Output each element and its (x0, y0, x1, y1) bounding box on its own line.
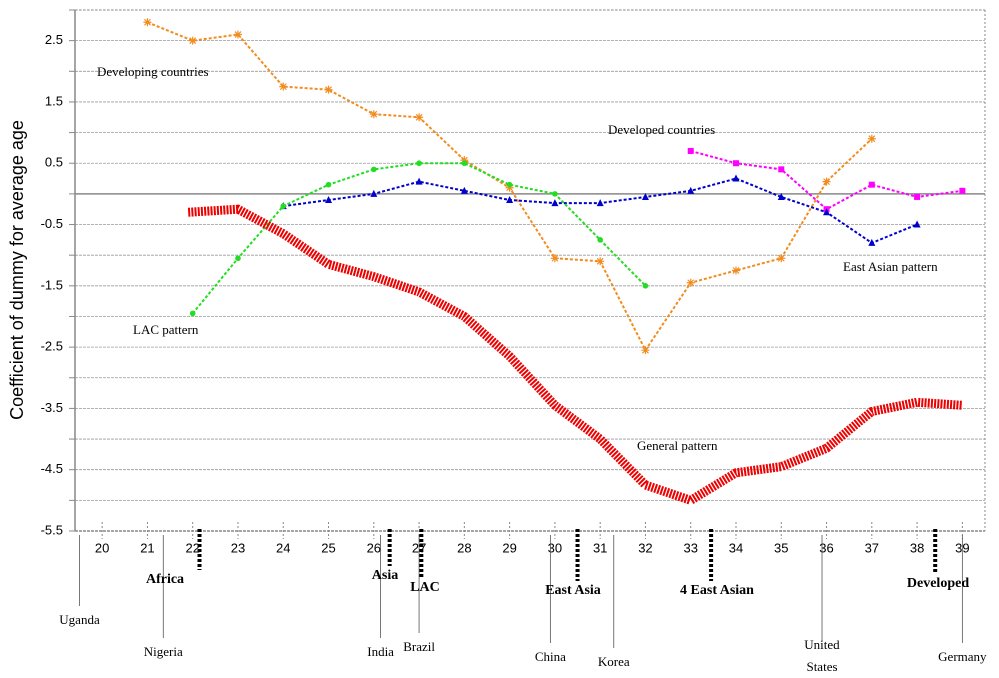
y-tick-label: 1.5 (45, 93, 63, 108)
country-label: Brazil (403, 639, 435, 654)
point (460, 156, 469, 165)
x-tick-label: 25 (321, 540, 335, 555)
point (641, 346, 650, 355)
point (687, 186, 695, 194)
point (461, 160, 468, 167)
x-tick-label: 30 (548, 540, 562, 555)
group-label: Africa (145, 572, 185, 587)
group-label: 4 East Asian (680, 583, 754, 598)
point (235, 255, 241, 262)
series-label: Developed countries (608, 122, 716, 137)
y-tick-label: -3.5 (41, 400, 63, 415)
point (732, 160, 739, 167)
point (642, 283, 649, 289)
point (143, 18, 152, 27)
point (369, 110, 378, 119)
x-tick-label: 23 (231, 540, 245, 555)
x-tick-label: 20 (95, 540, 109, 555)
point (867, 134, 876, 143)
x-tick-label: 22 (185, 540, 199, 555)
series-label: General pattern (637, 438, 718, 453)
point (416, 160, 422, 167)
x-tick-label: 31 (593, 540, 607, 555)
point (777, 192, 785, 200)
country-label: China (534, 649, 566, 664)
point (868, 238, 876, 246)
point (822, 177, 831, 186)
point (914, 193, 921, 200)
point (371, 166, 377, 173)
x-tick-label: 33 (683, 540, 697, 555)
point (506, 196, 514, 204)
point (325, 181, 332, 188)
country-label: United States (804, 637, 840, 674)
point (279, 82, 288, 91)
point (188, 36, 197, 45)
country-label: Germany (938, 649, 987, 664)
country-label: Uganda (59, 612, 100, 627)
series-label: East Asian pattern (843, 259, 938, 274)
x-tick-label: 35 (774, 540, 788, 555)
country-label: Korea (597, 654, 630, 669)
point (280, 203, 287, 209)
point (233, 30, 242, 39)
point (189, 310, 196, 317)
point (597, 237, 603, 243)
point (596, 199, 604, 207)
group-label: LAC (410, 580, 440, 595)
x-tick-label: 29 (502, 540, 516, 555)
x-tick-label: 24 (276, 540, 290, 555)
x-tick-label: 34 (729, 540, 743, 555)
point (552, 191, 558, 197)
y-axis-label: Coefficient of dummy for average age (7, 120, 27, 420)
y-tick-label: 0.5 (45, 155, 63, 170)
y-tick-label: -2.5 (41, 339, 63, 354)
point (687, 147, 694, 154)
point (913, 220, 921, 228)
y-tick-label: -1.5 (41, 277, 63, 292)
point (325, 196, 333, 204)
x-tick-label: 36 (819, 540, 833, 555)
country-label: Nigeria (143, 644, 183, 659)
point (551, 199, 559, 207)
x-tick-label: 38 (910, 540, 924, 555)
series-label: LAC pattern (133, 322, 199, 337)
x-tick-label: 26 (367, 540, 381, 555)
point (324, 85, 333, 94)
point (550, 254, 559, 263)
x-tick-label: 21 (140, 540, 154, 555)
point (868, 181, 875, 188)
group-label: East Asia (545, 583, 601, 598)
series-label: Developing countries (97, 64, 209, 79)
line-series (187, 204, 963, 506)
x-tick-label: 28 (457, 540, 471, 555)
point (731, 266, 740, 275)
y-tick-label: -4.5 (41, 461, 63, 476)
point (686, 278, 695, 287)
point (778, 166, 785, 173)
y-tick-label: 2.5 (45, 32, 63, 47)
point (777, 254, 786, 263)
point (641, 192, 649, 200)
y-tick-label: -0.5 (41, 216, 63, 231)
point (959, 187, 966, 194)
point (823, 208, 831, 216)
point (505, 183, 514, 192)
point (460, 186, 468, 194)
point (596, 257, 605, 266)
point (415, 113, 424, 122)
point (415, 177, 423, 185)
point (506, 181, 513, 188)
point (370, 189, 378, 197)
group-label: Asia (371, 568, 399, 583)
country-label: India (367, 644, 394, 659)
y-tick-label: -5.5 (41, 522, 63, 537)
x-tick-label: 37 (865, 540, 879, 555)
x-tick-label: 32 (638, 540, 652, 555)
point (732, 174, 740, 182)
group-label: Developed (906, 576, 970, 591)
